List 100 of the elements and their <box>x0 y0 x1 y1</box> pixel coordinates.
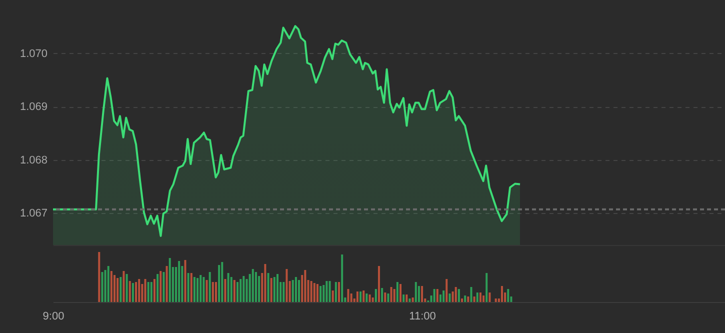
bar <box>184 260 186 302</box>
bar <box>190 273 192 302</box>
bar <box>282 282 285 302</box>
bar <box>316 284 318 302</box>
bar <box>168 258 171 302</box>
bar <box>372 298 374 302</box>
bar <box>341 254 344 302</box>
bar <box>156 274 159 302</box>
bar <box>276 274 278 302</box>
bar <box>135 282 138 302</box>
bar <box>421 286 424 302</box>
bar <box>393 289 396 302</box>
bar <box>507 289 510 302</box>
bar <box>224 279 226 302</box>
bar <box>436 289 438 302</box>
bar <box>264 264 266 302</box>
bar <box>479 292 482 302</box>
bar <box>458 289 460 302</box>
bar <box>221 262 224 302</box>
bar <box>313 283 316 302</box>
bar <box>178 261 180 302</box>
bar <box>160 271 162 302</box>
bar <box>396 282 398 302</box>
bar <box>270 278 272 302</box>
y-tick-label: 1.070 <box>20 48 48 60</box>
x-tick-label: 11:00 <box>409 310 436 322</box>
bar <box>461 298 464 302</box>
bar <box>214 282 217 302</box>
bar <box>286 269 288 302</box>
bar <box>473 296 476 302</box>
bar <box>399 284 402 302</box>
bar <box>310 281 312 302</box>
bar <box>227 273 230 302</box>
bar <box>200 275 202 302</box>
bar <box>454 287 457 302</box>
bar <box>362 290 365 302</box>
bar <box>162 272 165 302</box>
bar <box>114 275 116 302</box>
bar <box>122 271 125 302</box>
bar <box>387 294 390 302</box>
bar <box>208 272 211 302</box>
bar <box>193 277 196 302</box>
bar <box>488 292 491 302</box>
bar <box>467 296 470 302</box>
bar <box>212 282 214 302</box>
bar <box>486 273 488 302</box>
bar <box>360 292 362 302</box>
bar <box>196 278 199 302</box>
bar <box>412 298 414 302</box>
bar <box>147 282 150 302</box>
bar <box>144 279 146 302</box>
bar <box>104 270 106 302</box>
bar <box>439 294 442 302</box>
bar <box>448 294 451 302</box>
bar <box>406 294 408 302</box>
bar <box>126 274 128 302</box>
bar <box>206 280 208 302</box>
bar <box>322 285 325 302</box>
bar <box>258 276 260 302</box>
bar <box>292 280 294 302</box>
bar <box>298 280 300 302</box>
bar <box>107 266 110 302</box>
bar <box>128 281 131 302</box>
bar <box>414 282 417 302</box>
bar <box>442 290 445 302</box>
bar <box>110 271 112 302</box>
bar <box>294 277 297 302</box>
bar <box>384 292 386 302</box>
bar <box>150 282 152 302</box>
bar <box>138 279 140 302</box>
bar <box>374 289 377 302</box>
bar <box>433 289 436 302</box>
bar <box>368 294 371 302</box>
bar <box>476 292 478 302</box>
bar <box>187 273 190 302</box>
bar <box>153 279 156 302</box>
bar <box>408 298 411 302</box>
bar <box>267 273 270 302</box>
y-tick-label: 1.067 <box>20 208 48 220</box>
bar <box>418 286 420 302</box>
bar <box>236 282 239 302</box>
bar <box>378 266 380 302</box>
bar <box>240 279 242 302</box>
bar <box>332 290 334 302</box>
bar <box>402 294 405 302</box>
bar <box>366 294 368 302</box>
bar <box>242 276 245 302</box>
bar <box>304 270 306 302</box>
bar <box>252 269 254 302</box>
bar <box>334 282 337 302</box>
bar <box>446 279 448 302</box>
bar <box>470 287 472 302</box>
bar <box>464 296 466 302</box>
bar <box>116 278 119 302</box>
bar <box>338 282 340 302</box>
bar <box>273 277 276 302</box>
x-tick-label: 9:00 <box>42 310 64 322</box>
bar <box>98 252 100 302</box>
bar <box>328 281 331 302</box>
bar <box>166 266 168 302</box>
